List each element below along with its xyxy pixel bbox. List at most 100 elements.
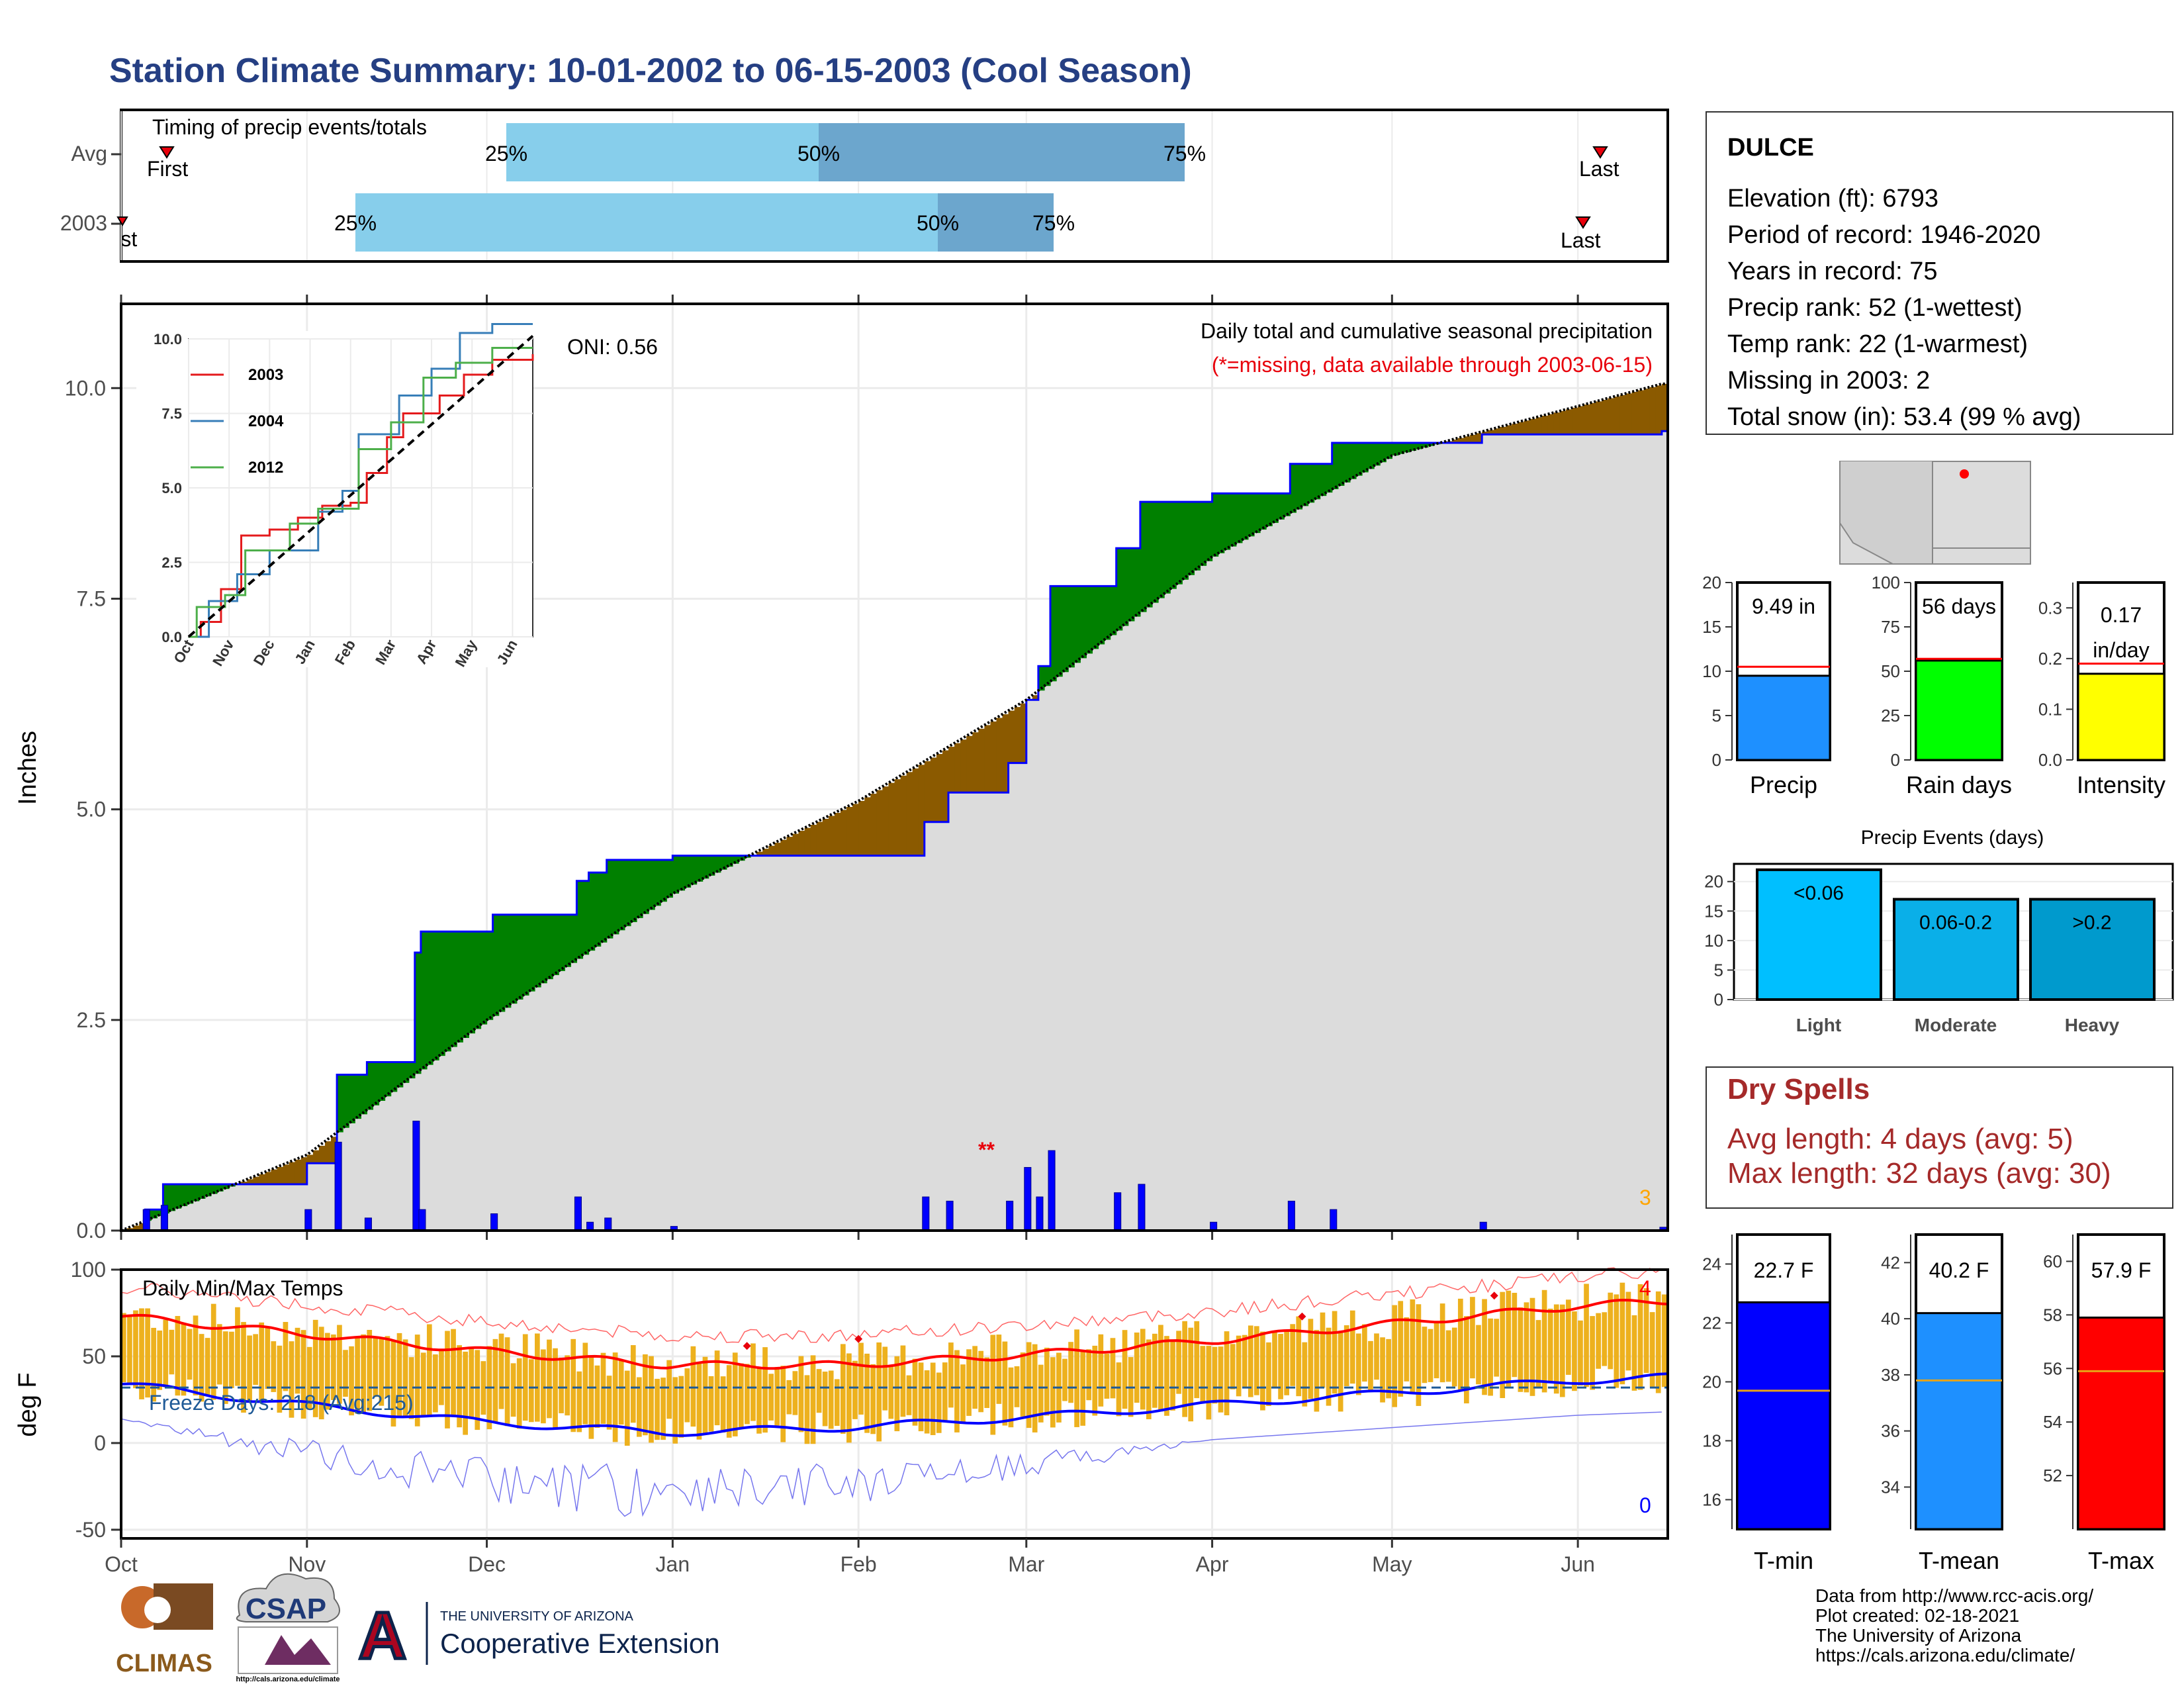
below-average-area (1614, 397, 1621, 435)
below-average-area (139, 1223, 146, 1231)
inset-legend-label: 2003 (248, 366, 283, 384)
daily-temp-bar (720, 1376, 726, 1433)
daily-temp-bar (834, 1379, 840, 1426)
daily-temp-bar (1380, 1337, 1385, 1403)
daily-precip-bar (490, 1213, 498, 1231)
daily-temp-bar (1661, 1294, 1667, 1387)
above-average-area (1338, 443, 1345, 486)
above-average-area (426, 931, 433, 1065)
above-average-area (696, 855, 704, 882)
below-average-area (786, 837, 794, 856)
above-average-area (1128, 548, 1135, 622)
daily-temp-bar (1566, 1299, 1571, 1375)
station-line: Total snow (in): 53.4 (99 % avg) (1727, 403, 2081, 431)
below-average-area (882, 786, 889, 856)
daily-temp-bar (1416, 1304, 1422, 1406)
yr-last-label: Last (1561, 228, 1601, 252)
below-average-area (1020, 703, 1027, 763)
daily-temp-bar (175, 1316, 181, 1396)
inset-line-average (187, 334, 534, 638)
daily-temp-bar (1368, 1340, 1373, 1393)
mini-bar-precip (1736, 675, 1831, 761)
avg-p25: 25% (485, 142, 527, 165)
month-label: May (1372, 1552, 1412, 1576)
station-line: Years in record: 75 (1727, 258, 1938, 285)
below-average-area (822, 819, 829, 856)
daily-temp-bar (439, 1350, 444, 1405)
station-line: Temp rank: 22 (1-warmest) (1727, 330, 2028, 358)
daily-temp-bar (199, 1334, 205, 1402)
above-average-area (1182, 502, 1189, 580)
above-average-area (480, 931, 488, 1025)
above-average-area (1188, 502, 1195, 575)
above-average-area (637, 860, 643, 918)
daily-temp-bar (828, 1370, 834, 1429)
daily-temp-bar (1302, 1342, 1308, 1407)
events-title: Precip Events (days) (1861, 827, 2044, 849)
tempbar-value-tmin: 22.7 F (1754, 1258, 1814, 1282)
daily-temp-bar (1547, 1308, 1553, 1382)
below-average-area (858, 800, 865, 856)
below-average-area (978, 728, 985, 793)
daily-temp-bar (1584, 1284, 1589, 1387)
station-lines: Elevation (ft): 6793 Period of record: 19… (1727, 185, 2081, 431)
csap-text: CSAP (246, 1593, 326, 1625)
above-average-area (1110, 586, 1117, 635)
daily-temp-bar (1506, 1290, 1512, 1387)
above-average-area (1308, 463, 1315, 503)
above-average-area (1386, 443, 1392, 459)
above-average-area (1284, 493, 1291, 516)
above-average-area (1248, 493, 1255, 537)
daily-temp-bar (594, 1365, 600, 1428)
mini-tick-label: 0.1 (2038, 699, 2062, 719)
below-average-area (331, 1137, 338, 1164)
below-average-area (816, 821, 823, 856)
daily-temp-bar (762, 1347, 768, 1433)
temp-tick-label: 50 (82, 1344, 106, 1368)
daily-temp-bar (1284, 1331, 1289, 1395)
above-average-area (486, 931, 494, 1020)
daily-temp-bar (624, 1370, 630, 1446)
below-average-area (852, 804, 859, 856)
below-average-area (906, 772, 913, 856)
daily-precip-bar (334, 1141, 342, 1231)
above-average-area (216, 1184, 224, 1192)
above-average-area (666, 860, 673, 898)
below-average-area (918, 765, 925, 856)
below-average-area (253, 1176, 259, 1184)
main-corner-count: 3 (1639, 1186, 1651, 1209)
daily-temp-bar (187, 1329, 193, 1380)
above-average-area (1326, 463, 1333, 493)
yr-first-clip: First (96, 227, 137, 251)
above-average-area (1266, 493, 1273, 526)
daily-temp-bar (864, 1353, 870, 1433)
daily-temp-bar (1643, 1288, 1649, 1374)
mini-tick-label: 0.2 (2038, 649, 2062, 669)
mini-tick-label: 50 (1881, 661, 1900, 681)
yr-first-label: First (96, 227, 137, 251)
daily-temp-bar (324, 1333, 330, 1410)
below-average-area (1619, 395, 1627, 435)
daily-temp-bar (649, 1356, 654, 1443)
record-min-line (120, 1411, 1662, 1517)
timing-row-avg: Avg (71, 142, 107, 165)
above-average-area (582, 880, 590, 955)
daily-temp-bar (984, 1357, 990, 1409)
daily-temp-bar (1343, 1325, 1349, 1387)
daily-temp-bar (996, 1335, 1002, 1404)
daily-temp-bar (978, 1350, 984, 1413)
daily-temp-bar (1182, 1321, 1187, 1417)
daily-precip-bar (1024, 1167, 1032, 1231)
station-location-marker (1960, 469, 1969, 479)
mini-tick-label: 0.3 (2038, 598, 2062, 618)
avg-first-label: First (147, 157, 188, 181)
station-frame (1706, 111, 2173, 435)
month-label: Oct (105, 1552, 138, 1576)
above-average-area (1086, 586, 1093, 654)
daily-precip-bar (142, 1209, 150, 1231)
daily-temp-bar (295, 1327, 300, 1394)
above-average-area (390, 1062, 398, 1092)
above-average-area (565, 914, 571, 967)
dry-title: Dry Spells (1727, 1073, 1870, 1105)
temp-cold-count: 0 (1639, 1493, 1651, 1517)
